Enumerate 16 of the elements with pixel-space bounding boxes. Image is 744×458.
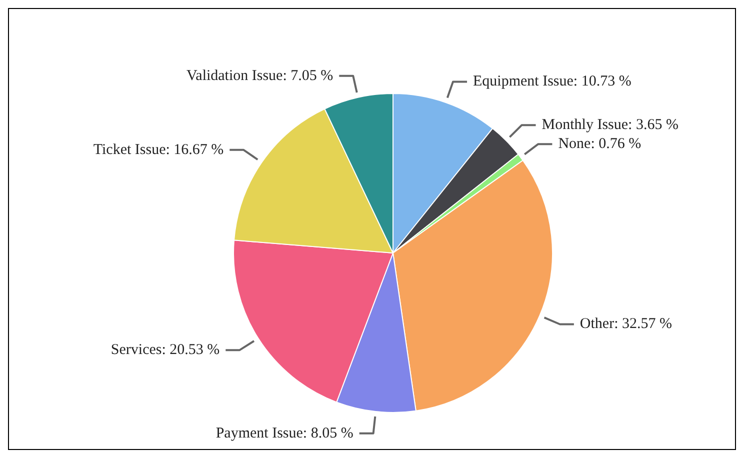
slice-label: Monthly Issue <box>542 117 628 134</box>
slice-label: Validation Issue <box>186 68 284 84</box>
slice-label: Services <box>110 342 162 358</box>
data-label: : 32.57 % <box>614 316 672 332</box>
data-label: : 7.05 % <box>282 68 334 84</box>
data-label: : 20.53 % <box>162 342 220 358</box>
data-label: : 16.67 % <box>166 142 224 158</box>
data-label: : 0.76 % <box>590 136 642 152</box>
slice-label: Equipment Issue <box>473 74 574 90</box>
data-label: : 10.73 % <box>573 74 632 90</box>
data-label: : 8.05 % <box>302 425 354 442</box>
slice-label: Other <box>580 316 614 332</box>
slice-label: Ticket Issue <box>93 142 166 158</box>
slice-label: None <box>558 136 592 152</box>
slice-label: Payment Issue <box>216 425 304 442</box>
data-label: : 3.65 % <box>628 117 678 134</box>
